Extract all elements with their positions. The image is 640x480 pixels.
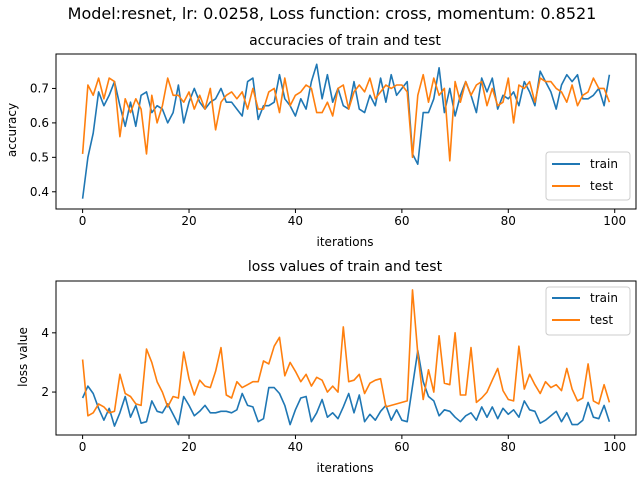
y-tick-label: 4 bbox=[41, 326, 49, 340]
test-series-line bbox=[81, 289, 611, 417]
accuracy-chart-lines bbox=[81, 63, 611, 199]
y-tick-label: 0.4 bbox=[30, 185, 49, 199]
loss-chart-frame bbox=[55, 280, 637, 436]
y-tick-label: 0.5 bbox=[30, 150, 49, 164]
figure-suptitle: Model:resnet, lr: 0.0258, Loss function:… bbox=[68, 4, 597, 23]
accuracy-chart-frame bbox=[55, 53, 637, 210]
loss-chart-ticks: 0 20 40 60 80 100 2 4 bbox=[41, 326, 626, 454]
x-tick-label: 60 bbox=[394, 440, 409, 454]
x-tick-label: 100 bbox=[603, 440, 626, 454]
accuracy-legend: train test bbox=[545, 151, 631, 201]
loss-chart: loss values of train and test iterations… bbox=[16, 259, 637, 475]
y-tick-label: 0.6 bbox=[30, 116, 49, 130]
x-tick-label: 20 bbox=[181, 440, 196, 454]
x-tick-label: 20 bbox=[181, 214, 196, 228]
accuracy-legend-train-label: train bbox=[590, 157, 618, 171]
x-tick-label: 0 bbox=[79, 440, 87, 454]
y-tick-label: 0.7 bbox=[30, 81, 49, 95]
loss-chart-ylabel: loss value bbox=[16, 327, 30, 387]
loss-legend-train-label: train bbox=[590, 291, 618, 305]
accuracy-legend-test-label: test bbox=[590, 179, 613, 193]
loss-legend: train test bbox=[545, 286, 631, 336]
loss-chart-title: loss values of train and test bbox=[248, 259, 443, 275]
accuracy-chart-ticks: 0 20 40 60 80 100 0.4 0.5 0.6 0.7 bbox=[30, 81, 626, 228]
y-tick-label: 2 bbox=[41, 385, 49, 399]
loss-chart-lines bbox=[81, 289, 611, 427]
accuracy-chart-ylabel: accuracy bbox=[5, 103, 19, 157]
x-tick-label: 80 bbox=[501, 440, 516, 454]
x-tick-label: 100 bbox=[603, 214, 626, 228]
x-tick-label: 60 bbox=[394, 214, 409, 228]
train-series-line bbox=[81, 63, 611, 199]
x-tick-label: 80 bbox=[501, 214, 516, 228]
x-tick-label: 0 bbox=[79, 214, 87, 228]
x-tick-label: 40 bbox=[288, 440, 303, 454]
loss-legend-test-label: test bbox=[590, 313, 613, 327]
accuracy-chart-xlabel: iterations bbox=[317, 235, 374, 249]
accuracy-chart: accuracies of train and test iterations … bbox=[5, 33, 637, 249]
test-series-line bbox=[81, 73, 611, 162]
x-tick-label: 40 bbox=[288, 214, 303, 228]
accuracy-chart-title: accuracies of train and test bbox=[249, 33, 441, 49]
loss-chart-xlabel: iterations bbox=[317, 461, 374, 475]
train-series-line bbox=[81, 349, 611, 427]
